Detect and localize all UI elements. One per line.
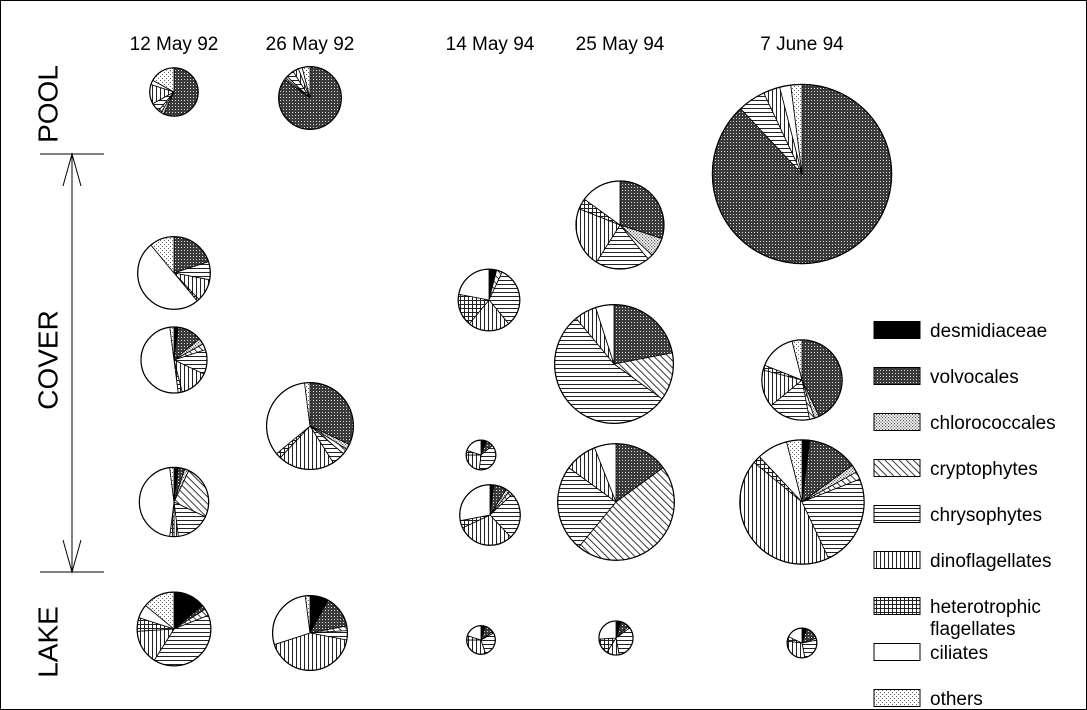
- pie-outline: [553, 304, 674, 425]
- date-label-26-may-92: 26 May 92: [266, 34, 355, 55]
- date-labels: 12 May 92 26 May 92 14 May 94 25 May 94 7 Ju…: [130, 34, 845, 55]
- pie-outline: [457, 268, 521, 332]
- legend-swatch-desmidiaceae: [873, 321, 921, 339]
- pie-cover-26-may-92-6: [265, 381, 355, 471]
- pie-pool-12-may-92-0: [149, 67, 199, 117]
- pie-cover-12-may-92-4: [140, 326, 208, 394]
- legend-item-ciliates: ciliates: [873, 643, 988, 664]
- pie-outline: [140, 326, 208, 394]
- site-label-cover: COVER: [33, 310, 64, 410]
- legend-item-chrysophytes: chrysophytes: [873, 505, 1042, 526]
- legend-item-heterotrophic: heterotrophic flagellates: [873, 597, 1041, 640]
- date-label-14-may-94: 14 May 94: [446, 34, 535, 55]
- pie-outline: [786, 627, 818, 659]
- legend-label-volvocales: volvocales: [930, 367, 1019, 388]
- pie-pool-26-may-92-1: [278, 66, 342, 130]
- legend-swatch-ciliates: [873, 643, 921, 661]
- legend-label-desmidiaceae: desmidiaceae: [930, 321, 1047, 342]
- legend-item-volvocales: volvocales: [873, 367, 1019, 388]
- pie-outline: [272, 594, 349, 671]
- pie-cover-7-june-94-13: [761, 339, 843, 421]
- pie-cover-14-may-94-7: [457, 268, 521, 332]
- legend-label-others: others: [930, 689, 983, 710]
- pie-lake-26-may-92-16: [272, 594, 349, 671]
- pies: [136, 66, 893, 671]
- pie-lake-25-may-94-18: [598, 620, 634, 656]
- legend-item-cryptophytes: cryptophytes: [873, 459, 1038, 480]
- site-label-lake: LAKE: [33, 606, 64, 678]
- pie-cover-7-june-94-14: [739, 439, 865, 565]
- pie-cover-25-may-94-10: [575, 180, 665, 270]
- pie-outline: [465, 439, 497, 471]
- date-label-12-may-92: 12 May 92: [130, 34, 219, 55]
- pie-cover-25-may-94-12: [557, 443, 675, 561]
- site-labels: POOL COVER LAKE: [33, 65, 64, 678]
- pie-outline: [711, 83, 893, 265]
- legend-swatch-others: [873, 689, 921, 707]
- legend-swatch-cryptophytes: [873, 459, 921, 477]
- pie-outline: [137, 236, 211, 310]
- legend-swatch-dinoflagellates: [873, 551, 921, 569]
- pie-outline: [557, 443, 675, 561]
- legend-item-chlorococcales: chlorococcales: [873, 413, 1056, 434]
- legend-item-others: others: [873, 689, 983, 710]
- date-label-7-june-94: 7 June 94: [760, 34, 844, 55]
- legend-label-heterotrophic: heterotrophic flagellates: [930, 597, 1041, 640]
- pie-outline: [466, 625, 496, 655]
- pie-outline: [136, 591, 212, 667]
- legend-label-dinoflagellates: dinoflagellates: [930, 551, 1051, 572]
- site-label-pool: POOL: [33, 65, 64, 143]
- legend-label-ciliates: ciliates: [930, 643, 988, 664]
- pie-pool-7-june-94-2: [711, 83, 893, 265]
- pie-outline: [278, 66, 342, 130]
- legend-swatch-volvocales: [873, 367, 921, 385]
- pie-outline: [459, 484, 521, 546]
- legend-label-chrysophytes: chrysophytes: [930, 505, 1042, 526]
- legend-swatch-chrysophytes: [873, 505, 921, 523]
- pie-lake-14-may-94-17: [466, 625, 496, 655]
- pie-cover-12-may-92-5: [138, 466, 210, 538]
- pie-outline: [739, 439, 865, 565]
- legend-swatch-chlorococcales: [873, 413, 921, 431]
- legend-label-cryptophytes: cryptophytes: [930, 459, 1038, 480]
- legend-swatch-heterotrophic: [873, 597, 921, 615]
- pie-outline: [598, 620, 634, 656]
- pie-outline: [761, 339, 843, 421]
- pie-cover-25-may-94-11: [553, 304, 674, 425]
- legend-label-chlorococcales: chlorococcales: [930, 413, 1056, 434]
- legend-item-dinoflagellates: dinoflagellates: [873, 551, 1051, 572]
- pie-cover-14-may-94-9: [459, 484, 521, 546]
- date-label-25-may-94: 25 May 94: [576, 34, 665, 55]
- cover-range-arrow: [40, 152, 104, 574]
- legend: desmidiaceae volvocales chlorococcales cryp…: [873, 321, 1056, 710]
- pie-outline: [265, 381, 355, 471]
- pie-cover-12-may-92-3: [137, 236, 211, 310]
- pie-cover-14-may-94-8: [465, 439, 497, 471]
- pie-lake-12-may-92-15: [136, 591, 212, 667]
- pie-outline: [138, 466, 210, 538]
- pie-lake-7-june-94-19: [786, 627, 818, 659]
- pie-outline: [149, 67, 199, 117]
- legend-item-desmidiaceae: desmidiaceae: [873, 321, 1047, 342]
- pie-outline: [575, 180, 665, 270]
